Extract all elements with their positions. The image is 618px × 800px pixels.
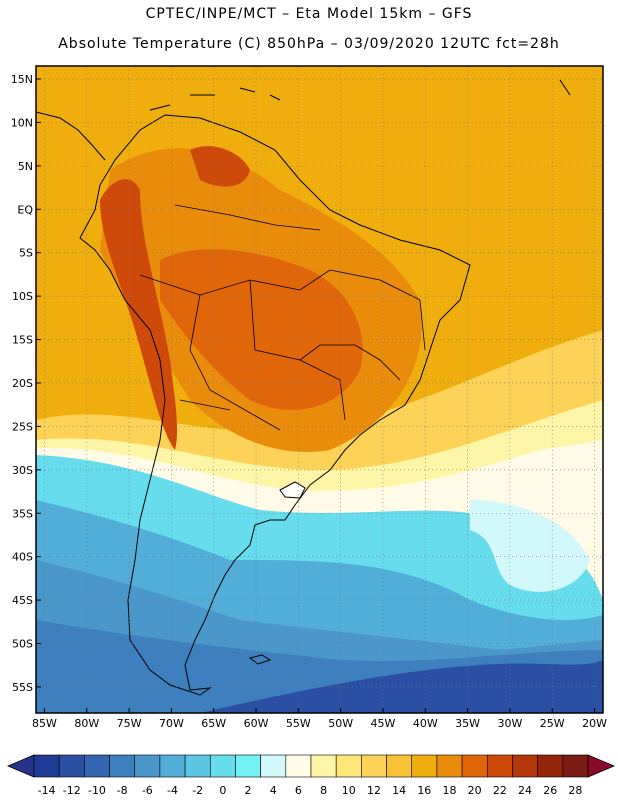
longitude-label: 25W [540, 717, 565, 730]
colorbar-swatch [537, 754, 564, 778]
colorbar-swatch [512, 754, 538, 778]
colorbar-swatch [486, 754, 513, 778]
colorbar-label: 12 [367, 784, 381, 797]
latitude-label: 5N [18, 160, 33, 173]
longitude-label: 35W [455, 717, 480, 730]
colorbar-swatch [58, 754, 85, 778]
field-swirl-lightcyan [470, 500, 590, 592]
colorbar-label: 14 [392, 784, 406, 797]
colorbar-swatch [109, 754, 136, 778]
colorbar-label: 24 [518, 784, 532, 797]
latitude-label: 35S [12, 507, 33, 520]
colorbar-swatch [209, 754, 236, 778]
field-band-darkblue [200, 660, 603, 713]
colorbar-under-arrow [6, 754, 35, 778]
colorbar-label: -12 [63, 784, 81, 797]
field-continent-darkorange [160, 249, 363, 410]
falkland-islands-outline [248, 654, 272, 665]
colorbar-label: -14 [38, 784, 56, 797]
longitude-label: 80W [74, 717, 99, 730]
longitude-label: 85W [32, 717, 57, 730]
colorbar-label: 18 [443, 784, 457, 797]
colorbar-swatch [33, 754, 60, 778]
latitude-label: 30S [12, 464, 33, 477]
longitude-label: 40W [413, 717, 438, 730]
map-frame [35, 65, 604, 714]
longitude-label: 50W [328, 717, 353, 730]
longitude-label: 75W [117, 717, 142, 730]
south-america-outline [79, 114, 471, 696]
longitude-label: 30W [497, 717, 522, 730]
colorbar-swatch [461, 754, 488, 778]
colorbar-over-arrow [587, 754, 616, 778]
colorbar-label: -8 [117, 784, 128, 797]
latitude-label: 5S [19, 247, 33, 260]
colorbar-swatch [84, 754, 110, 778]
colorbar-label: 26 [543, 784, 557, 797]
latitude-label: EQ [17, 203, 33, 216]
colorbar-label: 6 [295, 784, 302, 797]
colorbar-swatch [159, 754, 186, 778]
colorbar-label: 16 [417, 784, 431, 797]
colorbar-label: -4 [167, 784, 178, 797]
colorbar-label: 22 [493, 784, 507, 797]
colorbar: -14 -12 -10 -8 -6 -4 -2 0 2 4 6 8 10 12 14 16 18 20 22 24 26… [6, 754, 616, 797]
country-borders [139, 204, 426, 431]
latitude-label: 40S [12, 551, 33, 564]
longitude-label: 20W [582, 717, 607, 730]
latitude-label: 15S [12, 334, 33, 347]
latitude-label: 50S [12, 638, 33, 651]
graticule [36, 66, 603, 713]
longitude-label: 70W [159, 717, 184, 730]
latitude-label: 10N [11, 116, 33, 129]
colorbar-swatch [184, 754, 211, 778]
latitude-label: 10S [12, 290, 33, 303]
colorbar-swatch [260, 754, 287, 778]
caribbean-islands-outline [149, 79, 571, 111]
colorbar-swatch [310, 754, 337, 778]
longitude-label: 60W [244, 717, 269, 730]
colorbar-label: 2 [245, 784, 252, 797]
colorbar-label: 28 [568, 784, 582, 797]
colorbar-label: 20 [468, 784, 482, 797]
latitude-label: 45S [12, 594, 33, 607]
field-andes-darkorange [100, 179, 178, 450]
longitude-label: 55W [286, 717, 311, 730]
rio-de-la-plata-outline [279, 481, 306, 499]
map-panel [36, 66, 603, 713]
colorbar-swatch [134, 754, 161, 778]
map-title-line2: Absolute Temperature (C) 850hPa – 03/09/… [58, 36, 560, 52]
colorbar-swatch [411, 754, 438, 778]
colorbar-swatch [335, 754, 362, 778]
field-north-darkorange [190, 146, 250, 187]
colorbar-label: 8 [320, 784, 327, 797]
latitude-label: 55S [12, 681, 33, 694]
colorbar-swatch [285, 754, 312, 778]
colorbar-label: -6 [142, 784, 153, 797]
colorbar-label: -10 [88, 784, 106, 797]
colorbar-swatch [436, 754, 463, 778]
longitude-label: 65W [201, 717, 226, 730]
map-title-line1: CPTEC/INPE/MCT – Eta Model 15km – GFS [145, 6, 473, 22]
latitude-labels: 15N 10N 5N EQ 5S 10S 15S 20S 25S 30S 35S 40S 45S 50S 5… [11, 73, 41, 694]
colorbar-swatch [361, 754, 387, 778]
colorbar-swatch [235, 754, 261, 778]
colorbar-swatch [386, 754, 413, 778]
central-america-outline [36, 111, 106, 161]
colorbar-swatch [562, 754, 589, 778]
latitude-label: 15N [11, 73, 33, 86]
longitude-labels: 85W 80W 75W 70W 65W 60W 55W 50W 45W 40W 35W 30W 25W 2… [32, 708, 607, 730]
colorbar-label: 4 [270, 784, 277, 797]
colorbar-label: -2 [192, 784, 203, 797]
colorbar-label: 10 [342, 784, 356, 797]
latitude-label: 25S [12, 420, 33, 433]
latitude-label: 20S [12, 377, 33, 390]
longitude-label: 45W [371, 717, 396, 730]
colorbar-label: 0 [219, 784, 226, 797]
